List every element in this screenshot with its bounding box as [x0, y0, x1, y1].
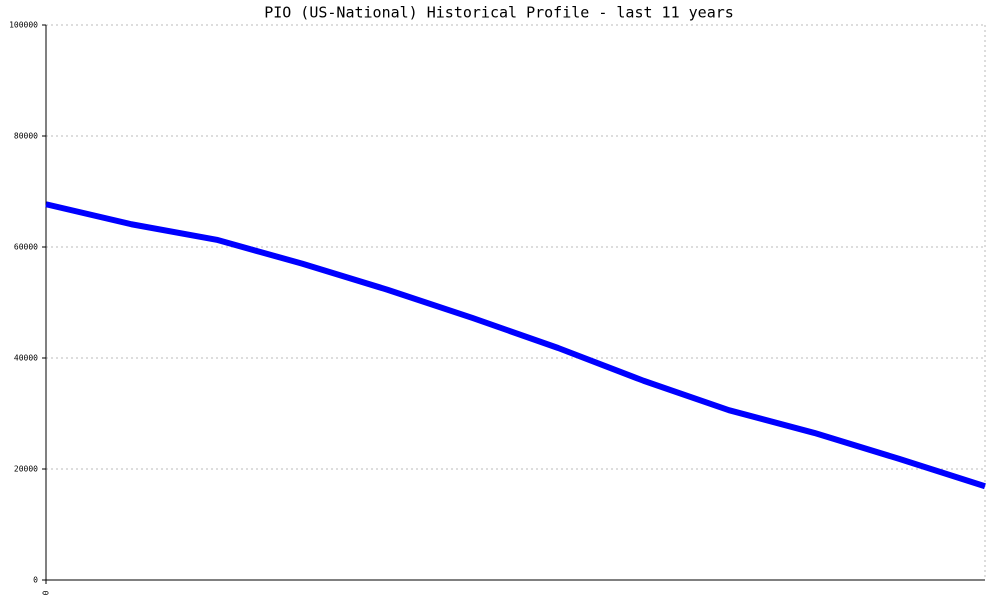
data-line	[45, 201, 986, 490]
chart-title: PIO (US-National) Historical Profile - l…	[264, 4, 734, 22]
x-tick-label: 0	[42, 590, 51, 595]
y-tick-label: 20000	[14, 465, 38, 474]
y-tick-label: 60000	[14, 243, 38, 252]
y-tick-label: 100000	[9, 21, 38, 30]
y-tick-label: 80000	[14, 132, 38, 141]
y-tick-label: 40000	[14, 354, 38, 363]
y-tick-label: 0	[33, 576, 38, 585]
